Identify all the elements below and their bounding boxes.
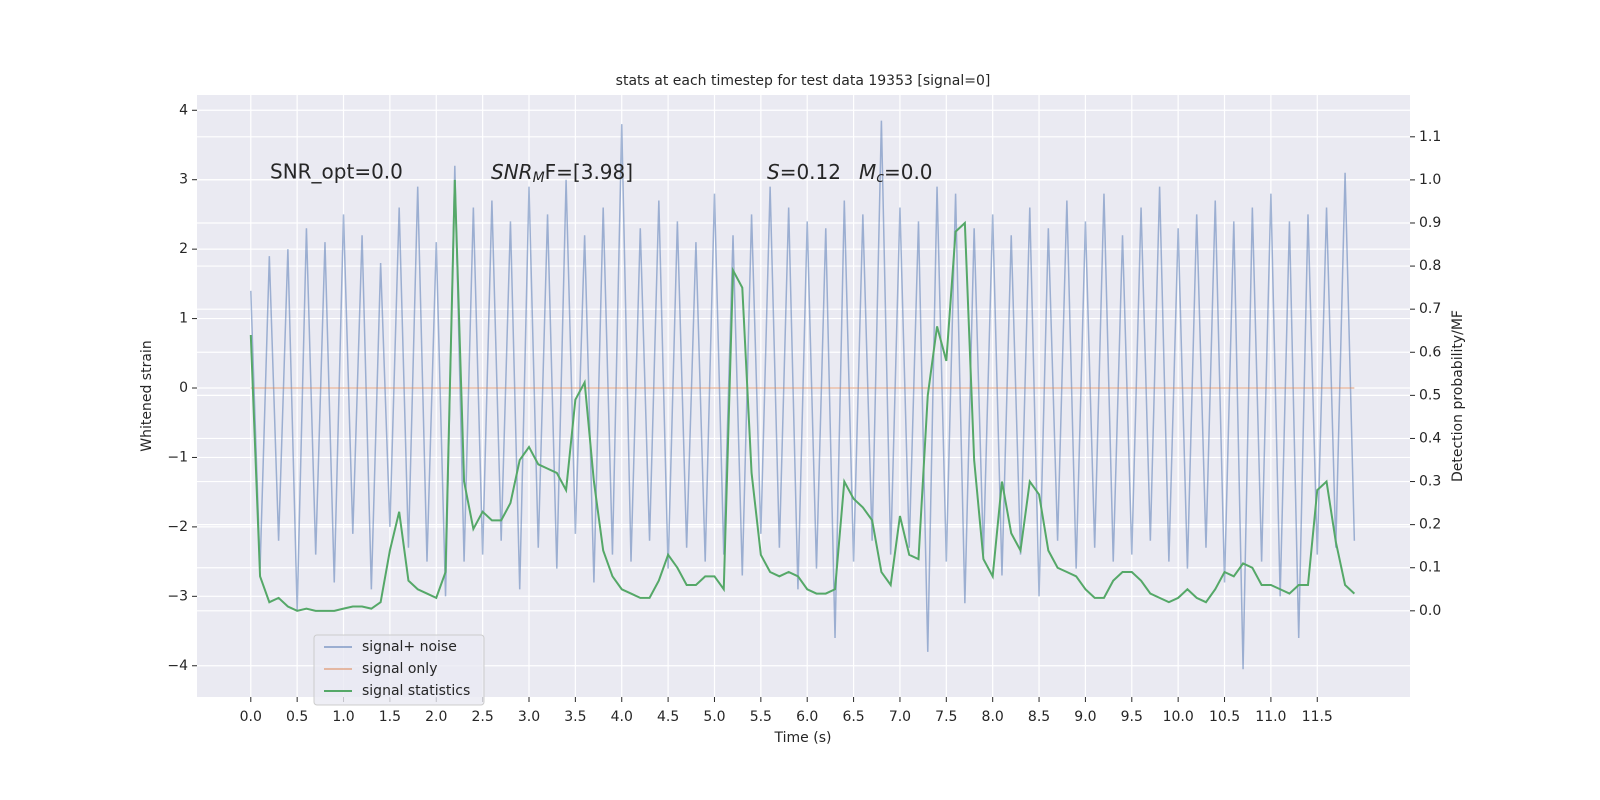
x-tick-label: 7.5 <box>935 709 957 725</box>
x-tick-label: 5.5 <box>750 709 772 725</box>
y2-tick-label: 0.5 <box>1419 387 1441 403</box>
y2-tick-label: 1.0 <box>1419 172 1441 188</box>
y-tick-label: 2 <box>179 241 188 257</box>
legend: signal+ noise signal only signal statistic… <box>313 634 485 706</box>
y-tick-label: 3 <box>179 172 188 188</box>
y2-tick-label: 0.7 <box>1419 301 1441 317</box>
y2-tick-label: 0.2 <box>1419 517 1441 533</box>
annotation-part: S <box>767 160 780 184</box>
legend-label: signal only <box>362 661 437 677</box>
x-tick-label: 4.0 <box>611 709 633 725</box>
x-tick-label: 11.5 <box>1302 709 1333 725</box>
annotation-part: c <box>876 170 884 186</box>
y2-tick-label: 0.4 <box>1419 430 1441 446</box>
annotation-part: M <box>533 170 545 186</box>
x-tick-label: 11.0 <box>1255 709 1286 725</box>
line <box>249 179 1356 612</box>
x-tick-label: 2.0 <box>425 709 447 725</box>
y-tick-label: 4 <box>179 102 188 118</box>
x-tick-label: 6.0 <box>796 709 818 725</box>
annotation: SNR_opt=0.0 <box>270 160 403 184</box>
x-tick-label: 5.0 <box>703 709 725 725</box>
y2-tick-label: 0.9 <box>1419 215 1441 231</box>
x-tick-label: 3.5 <box>564 709 586 725</box>
annotation: S=0.12 <box>767 160 841 184</box>
annotation-part: SNR <box>491 160 533 184</box>
y2-tick-label: 0.1 <box>1419 560 1441 576</box>
annotation-part: F=[3.98] <box>545 160 633 184</box>
x-tick-label: 10.0 <box>1163 709 1194 725</box>
y2-tick-label: 1.1 <box>1419 129 1441 145</box>
grid <box>192 95 1415 702</box>
x-tick-label: 7.0 <box>889 709 911 725</box>
y2-axis-label: Detection probability/MF <box>1450 310 1466 482</box>
y2-tick-label: 0.6 <box>1419 344 1441 360</box>
x-tick-label: 10.5 <box>1209 709 1240 725</box>
y2-tick-label: 0.8 <box>1419 258 1441 274</box>
y-tick-label: 1 <box>179 311 188 327</box>
annotation-part: M <box>859 160 876 184</box>
y-tick-label: −2 <box>167 519 188 535</box>
chart-title: stats at each timestep for test data 193… <box>616 73 991 89</box>
y-tick-label: 0 <box>179 380 188 396</box>
x-tick-label: 8.5 <box>1028 709 1050 725</box>
annotation: Mc=0.0 <box>859 160 933 187</box>
y-tick-label: −4 <box>167 658 188 674</box>
x-tick-label: 2.5 <box>471 709 493 725</box>
x-tick-label: 3.0 <box>518 709 540 725</box>
y-tick-label: −1 <box>167 449 188 465</box>
x-tick-label: 6.5 <box>842 709 864 725</box>
y2-tick-label: 0.0 <box>1419 603 1441 619</box>
legend-label: signal statistics <box>362 683 470 699</box>
x-axis-label: Time (s) <box>774 730 832 746</box>
x-tick-label: 1.5 <box>379 709 401 725</box>
x-tick-label: 9.0 <box>1074 709 1096 725</box>
y-tick-label: −3 <box>167 588 188 604</box>
line <box>250 120 1356 670</box>
x-tick-label: 8.0 <box>982 709 1004 725</box>
x-tick-label: 9.5 <box>1121 709 1143 725</box>
x-tick-label: 0.5 <box>286 709 308 725</box>
x-tick-label: 1.0 <box>332 709 354 725</box>
annotation-part: =0.0 <box>884 160 933 184</box>
annotation: SNRMF=[3.98] <box>491 160 633 187</box>
y-axis-label: Whitened strain <box>139 340 155 451</box>
y2-tick-label: 0.3 <box>1419 474 1441 490</box>
legend-label: signal+ noise <box>362 639 457 655</box>
marks <box>249 120 1356 670</box>
x-tick-label: 0.0 <box>240 709 262 725</box>
legend-box <box>313 634 485 706</box>
annotation-part: =0.12 <box>780 160 841 184</box>
x-tick-label: 4.5 <box>657 709 679 725</box>
